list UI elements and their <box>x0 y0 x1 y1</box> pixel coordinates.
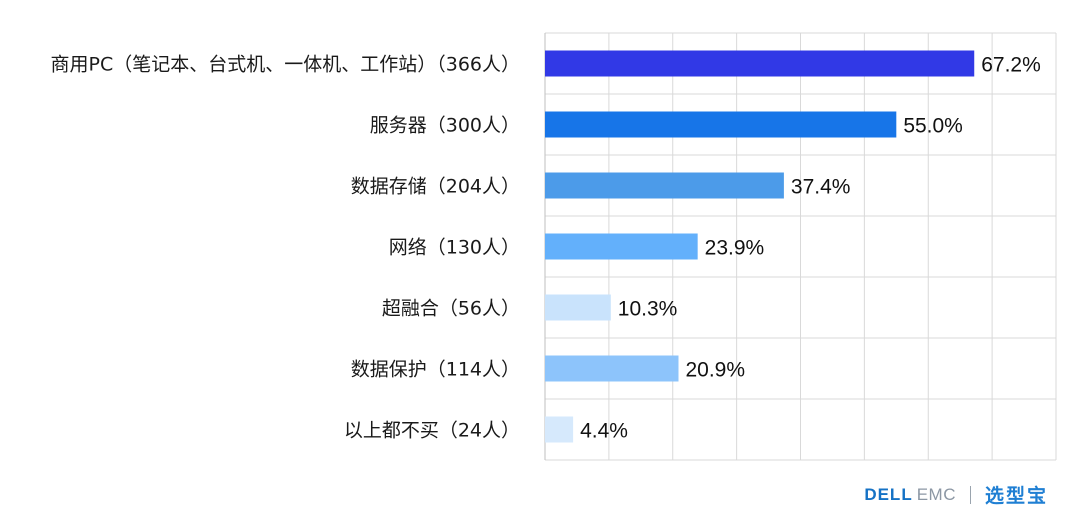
logo-divider <box>969 485 971 504</box>
chart-labels: 商用PC（笔记本、台式机、一体机、工作站）（366人） 67.2% 服务器（300人… <box>51 54 1041 443</box>
value-label: 67.2% <box>981 54 1041 77</box>
category-label: 以上都不买（24人） <box>344 420 520 442</box>
value-label: 4.4% <box>580 420 628 443</box>
footer-logos: DELL EMC 选型宝 <box>864 481 1048 508</box>
emc-logo: EMC <box>916 484 956 504</box>
value-label: 20.9% <box>685 359 745 382</box>
category-label: 服务器（300人） <box>370 115 520 137</box>
value-label: 55.0% <box>903 115 963 138</box>
bar <box>545 233 698 260</box>
bar <box>545 416 574 443</box>
category-label: 网络（130人） <box>389 237 520 259</box>
category-label: 数据存储（204人） <box>351 176 520 198</box>
value-label: 23.9% <box>705 237 765 260</box>
xuanxingbao-logo: 选型宝 <box>984 485 1048 507</box>
category-label: 超融合（56人） <box>382 298 520 320</box>
bar <box>545 294 611 321</box>
bar <box>545 355 679 382</box>
category-label: 数据保护（114人） <box>351 359 520 381</box>
bar <box>545 50 975 77</box>
chart-bars <box>545 50 975 443</box>
value-label: 37.4% <box>791 176 851 199</box>
value-label: 10.3% <box>618 298 678 321</box>
bar <box>545 111 897 138</box>
category-label: 商用PC（笔记本、台式机、一体机、工作站）（366人） <box>51 54 521 76</box>
bar <box>545 172 784 199</box>
dell-logo: DELL <box>864 484 913 504</box>
